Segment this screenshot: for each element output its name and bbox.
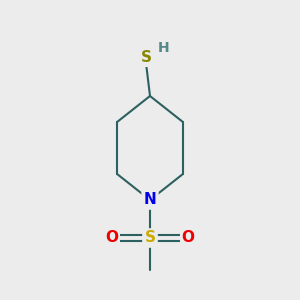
Text: H: H (158, 41, 170, 55)
Text: S: S (140, 50, 152, 65)
Text: N: N (144, 193, 156, 208)
Text: O: O (182, 230, 194, 245)
Text: O: O (106, 230, 118, 245)
Text: S: S (145, 230, 155, 245)
